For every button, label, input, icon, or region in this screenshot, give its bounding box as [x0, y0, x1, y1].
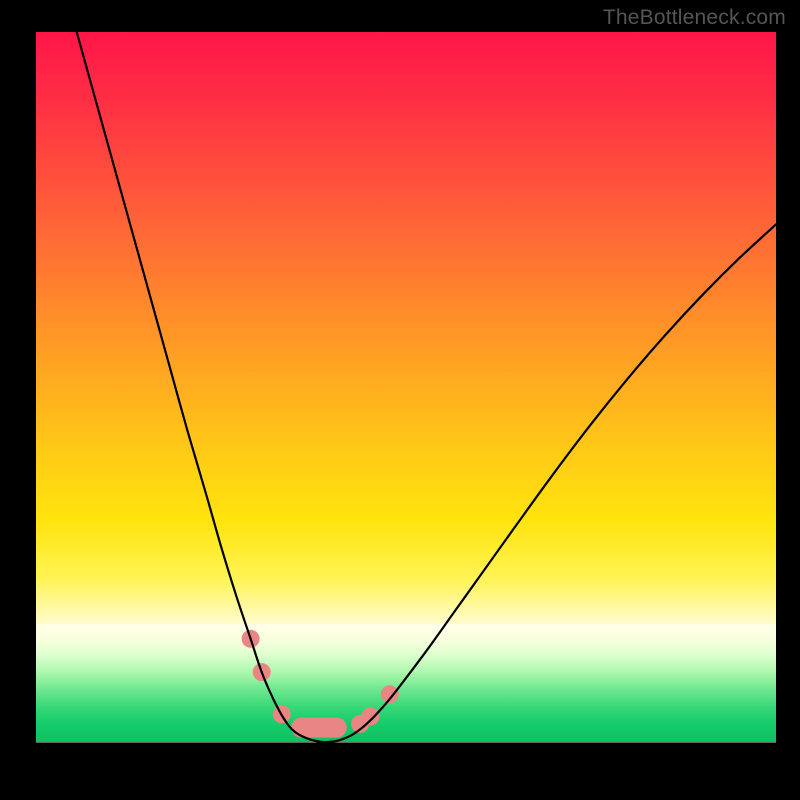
chart-overlay-svg [36, 32, 776, 772]
curve-left [77, 32, 325, 742]
watermark-text: TheBottleneck.com [603, 6, 786, 30]
chart-bottom-fill [36, 742, 776, 772]
chart-plot-area [36, 32, 776, 772]
marker-dot [361, 708, 379, 726]
curve-right [325, 224, 776, 742]
